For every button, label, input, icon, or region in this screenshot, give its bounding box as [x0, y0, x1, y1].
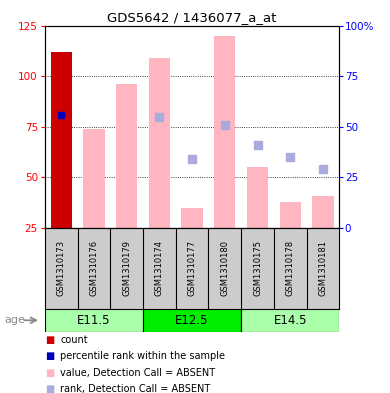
- Text: ■: ■: [45, 384, 54, 393]
- Text: percentile rank within the sample: percentile rank within the sample: [60, 351, 225, 362]
- Text: GSM1310173: GSM1310173: [57, 240, 66, 296]
- Text: E12.5: E12.5: [176, 314, 209, 327]
- Bar: [116, 84, 137, 228]
- Bar: [51, 52, 72, 228]
- Text: GSM1310177: GSM1310177: [188, 240, 197, 296]
- Text: GSM1310178: GSM1310178: [286, 240, 295, 296]
- Bar: [214, 36, 236, 228]
- Bar: [280, 202, 301, 228]
- Bar: [181, 208, 203, 228]
- Text: ■: ■: [45, 335, 54, 345]
- Text: count: count: [60, 335, 88, 345]
- Text: GSM1310174: GSM1310174: [155, 240, 164, 296]
- Text: age: age: [4, 315, 25, 325]
- Text: GSM1310179: GSM1310179: [122, 240, 131, 296]
- Text: GSM1310176: GSM1310176: [89, 240, 98, 296]
- Bar: [83, 129, 105, 228]
- Bar: [149, 58, 170, 228]
- Text: rank, Detection Call = ABSENT: rank, Detection Call = ABSENT: [60, 384, 211, 393]
- Text: ■: ■: [45, 368, 54, 378]
- Text: value, Detection Call = ABSENT: value, Detection Call = ABSENT: [60, 368, 216, 378]
- Bar: [143, 309, 241, 332]
- Text: GSM1310175: GSM1310175: [253, 240, 262, 296]
- Text: GSM1310181: GSM1310181: [319, 240, 328, 296]
- Bar: [45, 309, 143, 332]
- Bar: [241, 309, 339, 332]
- Text: GSM1310180: GSM1310180: [220, 240, 229, 296]
- Bar: [312, 196, 333, 228]
- Title: GDS5642 / 1436077_a_at: GDS5642 / 1436077_a_at: [107, 11, 277, 24]
- Bar: [247, 167, 268, 228]
- Text: ■: ■: [45, 351, 54, 362]
- Text: E14.5: E14.5: [273, 314, 307, 327]
- Text: E11.5: E11.5: [77, 314, 111, 327]
